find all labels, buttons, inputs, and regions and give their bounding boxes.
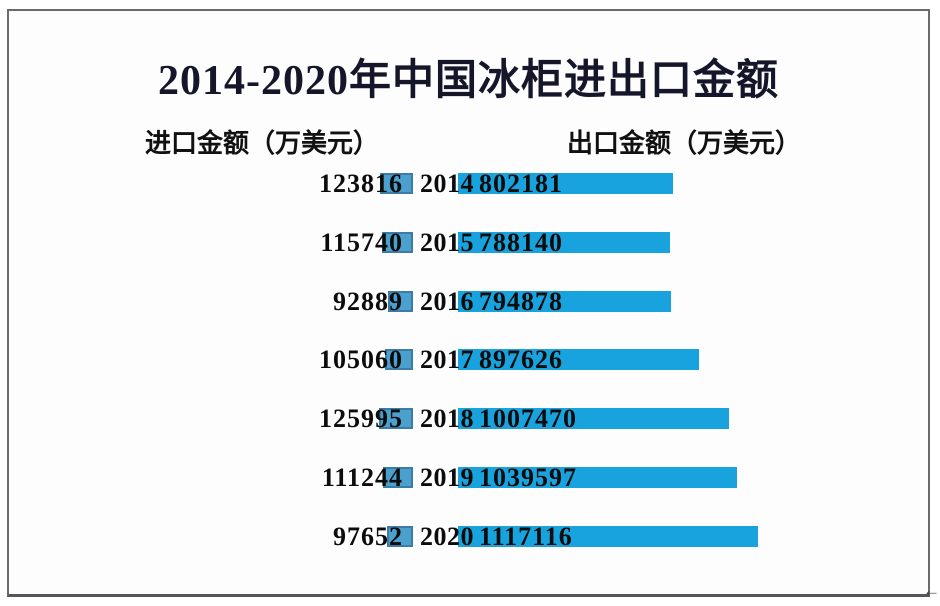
- chart-plot-area: 123816 2014 802181 115740 2015 788140 92889 201…: [9, 11, 928, 595]
- chart-row: 125995 2018 1007470: [9, 404, 928, 433]
- import-value-label: 92889: [333, 287, 403, 316]
- chart-row: 92889 2016 794878: [9, 287, 928, 316]
- export-bar: [458, 526, 758, 547]
- import-series-header: 进口金额（万美元）: [145, 129, 380, 159]
- export-series-header: 出口金额（万美元）: [567, 129, 802, 159]
- export-bar: [458, 291, 671, 312]
- import-bar: [385, 349, 413, 370]
- year-label: 2020: [420, 522, 474, 551]
- import-bar: [382, 232, 413, 253]
- import-value-label: 111244: [321, 463, 403, 492]
- export-value-label: 802181: [479, 169, 563, 198]
- year-label: 2014: [420, 169, 474, 198]
- year-label: 2016: [420, 287, 474, 316]
- import-bar: [387, 526, 413, 547]
- import-bar: [380, 173, 413, 194]
- import-value-label: 97652: [333, 522, 403, 551]
- import-bar: [388, 291, 413, 312]
- corner-arrow-icon: ←: [923, 581, 940, 600]
- year-label: 2017: [420, 345, 474, 374]
- import-value-label: 125995: [319, 404, 403, 433]
- export-value-label: 788140: [479, 228, 563, 257]
- chart-title: 2014-2020年中国冰柜进出口金额: [158, 58, 779, 104]
- export-value-label: 1007470: [479, 404, 577, 433]
- chart-row: 105060 2017 897626: [9, 345, 928, 374]
- export-bar: [458, 232, 670, 253]
- chart-row: 111244 2019 1039597: [9, 463, 928, 492]
- year-label: 2019: [420, 463, 474, 492]
- import-value-label: 123816: [319, 169, 403, 198]
- import-bar: [383, 467, 413, 488]
- year-label: 2015: [420, 228, 474, 257]
- import-bar: [379, 408, 413, 429]
- export-bar: [458, 173, 673, 194]
- export-value-label: 1117116: [479, 522, 573, 551]
- chart-frame: 2014-2020年中国冰柜进出口金额 进口金额（万美元） 出口金额（万美元） …: [7, 9, 930, 597]
- chart-row: 97652 2020 1117116: [9, 522, 928, 551]
- export-bar: [458, 467, 737, 488]
- chart-row: 115740 2015 788140: [9, 228, 928, 257]
- export-bar: [458, 408, 729, 429]
- import-value-label: 105060: [319, 345, 403, 374]
- chart-row: 123816 2014 802181: [9, 169, 928, 198]
- year-label: 2018: [420, 404, 474, 433]
- export-value-label: 794878: [479, 287, 563, 316]
- import-value-label: 115740: [320, 228, 403, 257]
- export-value-label: 897626: [479, 345, 563, 374]
- export-bar: [458, 349, 699, 370]
- export-value-label: 1039597: [479, 463, 577, 492]
